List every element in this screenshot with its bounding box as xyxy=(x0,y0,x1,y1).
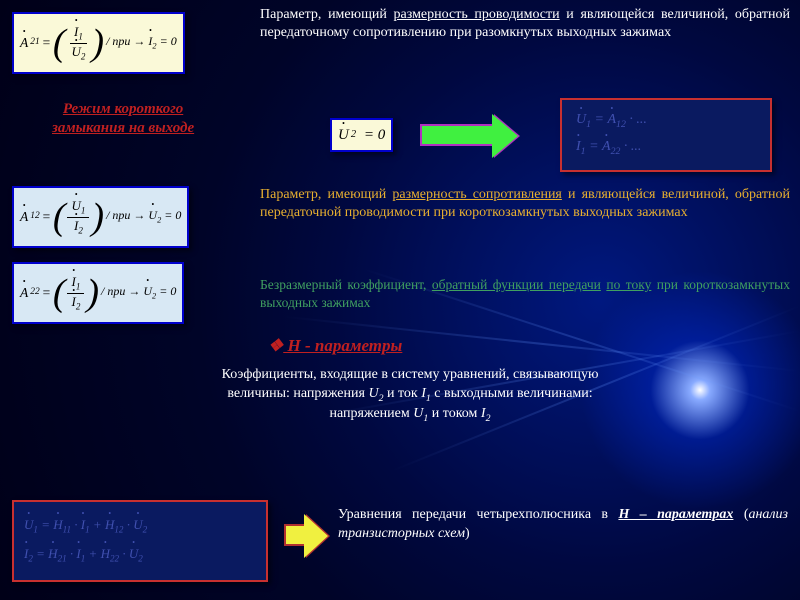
formula-u2-zero: U2 = 0 xyxy=(330,118,393,152)
formula-a21: A21 =( I1 U2 ) / при → I2 = 0 xyxy=(12,12,185,74)
arrow-green-head xyxy=(492,114,518,158)
dark-system-bottom: U1 = H11 · I1 + H12 · U2 I2 = H21 · I1 +… xyxy=(12,500,268,582)
arrow-yellow-head xyxy=(304,514,328,558)
arrow-green xyxy=(420,124,492,146)
desc-a22: Безразмерный коэффициент, обратный функц… xyxy=(260,276,790,311)
heading-short-circuit: Режим короткого замыкания на выходе xyxy=(52,100,194,138)
desc-h-equation: Уравнения передачи четырехполюсника в Н … xyxy=(338,506,788,544)
formula-a22: A22 =( I1 I2 ) / при → U2 = 0 xyxy=(12,262,184,324)
heading-h-params: ❖ Н - параметры xyxy=(268,336,402,356)
desc-a21: Параметр, имеющий размерность проводимос… xyxy=(260,6,790,41)
arrow-yellow xyxy=(284,524,304,546)
desc-a12: Параметр, имеющий размерность сопротивле… xyxy=(260,186,790,221)
formula-a12: A12 =( U1 I2 ) / при → U2 = 0 xyxy=(12,186,189,248)
desc-h-params: Коэффициенты, входящие в систему уравнен… xyxy=(70,366,750,425)
dark-system-top: U1 = A12 · ... I1 = A22 · ... xyxy=(560,98,772,172)
